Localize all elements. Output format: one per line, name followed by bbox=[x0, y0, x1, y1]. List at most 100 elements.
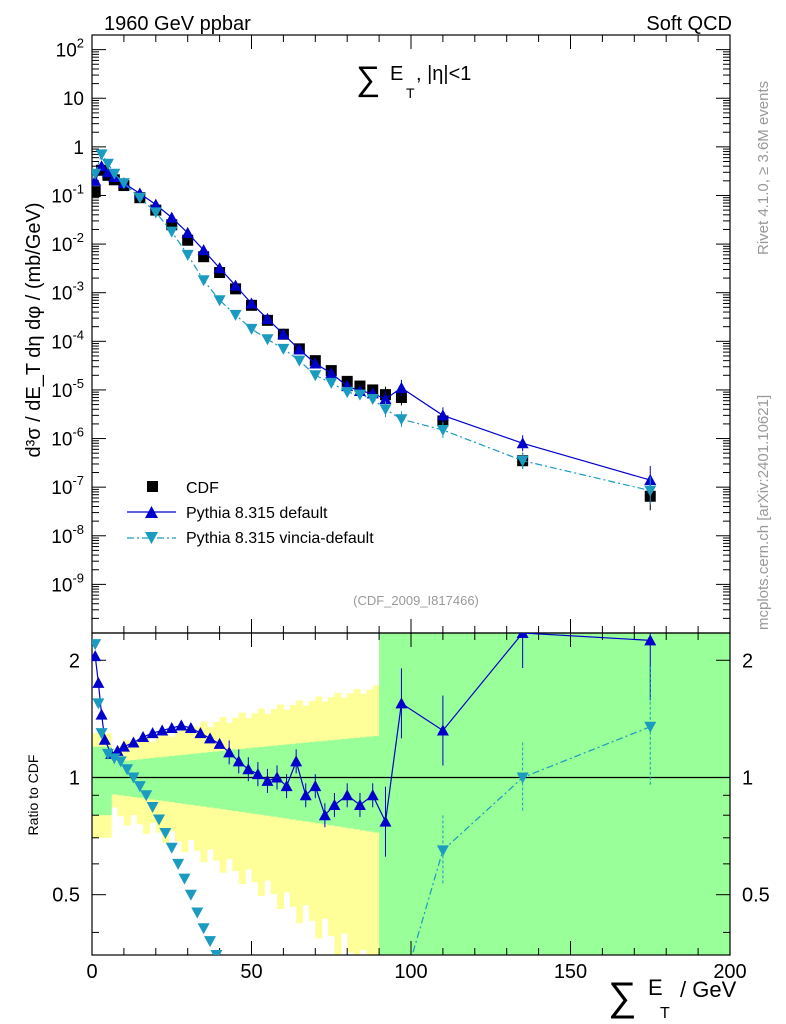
y-tick-label: 10-5 bbox=[51, 376, 84, 402]
green-band-bin bbox=[162, 756, 170, 802]
ratio-default-point bbox=[213, 737, 226, 749]
ratio-default-point bbox=[318, 809, 331, 821]
y-tick-label: 10-3 bbox=[51, 279, 84, 305]
ratio-default-point bbox=[251, 768, 264, 780]
default-point bbox=[293, 343, 306, 355]
green-band-bin bbox=[168, 755, 176, 803]
ratio-default-point bbox=[137, 731, 150, 743]
vincia-point bbox=[379, 404, 392, 416]
green-band-bin bbox=[194, 753, 202, 806]
ratio-vincia-point bbox=[127, 772, 140, 784]
title-eta-cut: , |η|<1 bbox=[416, 63, 471, 85]
ratio-vincia-point bbox=[140, 790, 153, 802]
ratio-default-point bbox=[117, 740, 130, 752]
green-band-bin bbox=[117, 761, 125, 796]
green-band-bin bbox=[123, 760, 131, 797]
vincia-point bbox=[117, 178, 130, 190]
series-line-1 bbox=[94, 165, 651, 481]
ratio-y-tick-label-right: 1 bbox=[742, 767, 753, 789]
x-tick-label: 100 bbox=[394, 961, 427, 983]
green-band-bin bbox=[200, 752, 208, 807]
yellow-band-bin bbox=[372, 685, 380, 955]
ratio-vincia-point bbox=[197, 923, 210, 935]
ratio-default-point bbox=[271, 771, 284, 783]
vincia-point bbox=[92, 168, 102, 180]
green-band-bin bbox=[206, 752, 214, 808]
green-band-bin bbox=[174, 755, 182, 803]
y-tick-label: 10-1 bbox=[51, 181, 84, 207]
ratio-y-tick-label-right: 2 bbox=[742, 650, 753, 672]
ratio-default-point bbox=[280, 780, 293, 792]
default-point bbox=[436, 409, 449, 421]
default-point bbox=[95, 160, 108, 172]
default-point bbox=[229, 279, 242, 291]
ratio-default-point bbox=[366, 789, 379, 801]
ratio-default-point bbox=[353, 798, 366, 810]
default-point bbox=[379, 393, 392, 405]
green-band-bin bbox=[359, 737, 367, 831]
ratio-default-point bbox=[309, 780, 322, 792]
yellow-band-bin bbox=[353, 689, 361, 955]
rivet-label: Rivet 4.1.0, ≥ 3.6M events bbox=[755, 81, 772, 255]
green-band-bin bbox=[155, 757, 163, 801]
cdf-point bbox=[395, 391, 407, 403]
green-band-bin bbox=[136, 759, 144, 798]
ratio-default-point bbox=[92, 650, 102, 662]
cdf-point bbox=[92, 186, 101, 198]
green-band-bin bbox=[187, 754, 195, 805]
series-line-2 bbox=[94, 153, 651, 492]
ratio-default-point bbox=[328, 798, 341, 810]
ratio-default-point bbox=[111, 744, 124, 756]
vincia-point bbox=[95, 149, 108, 161]
ratio-default-point bbox=[184, 721, 197, 733]
default-point bbox=[165, 211, 178, 223]
main-ylabel: d³σ / dE_T dη dφ / (mb/GeV) bbox=[23, 202, 45, 457]
ratio-ylabel: Ratio to CDF bbox=[25, 755, 41, 836]
ratio-vincia-point bbox=[92, 639, 102, 651]
y-tick-label: 1 bbox=[73, 138, 84, 159]
green-band-bin bbox=[411, 633, 476, 955]
default-point bbox=[197, 244, 210, 256]
ratio-vincia-point bbox=[108, 753, 121, 765]
green-band-bin bbox=[308, 742, 316, 823]
ratio-vincia-point bbox=[159, 828, 172, 840]
title-e: E bbox=[390, 63, 403, 85]
legend-default-marker bbox=[145, 506, 158, 518]
ratio-vincia-point bbox=[516, 772, 529, 784]
analysis-label: (CDF_2009_I817466) bbox=[353, 593, 479, 608]
vincia-point bbox=[165, 226, 178, 238]
green-band-bin bbox=[372, 736, 380, 833]
legend-vincia-marker bbox=[145, 532, 158, 544]
ratio-default-point bbox=[341, 789, 354, 801]
vincia-point bbox=[229, 309, 242, 321]
xlabel-e: E bbox=[648, 975, 663, 1000]
ratio-series-group bbox=[92, 633, 657, 955]
green-band-bin bbox=[379, 633, 412, 955]
vincia-point bbox=[277, 343, 290, 355]
vincia-point bbox=[516, 455, 529, 467]
cdf-point bbox=[166, 219, 178, 231]
ratio-default-point bbox=[92, 676, 105, 688]
x-tick-label: 150 bbox=[554, 961, 587, 983]
y-tick-label: 10-9 bbox=[51, 570, 84, 596]
mcplots-label: mcplots.cern.ch [arXiv:2401.10621] bbox=[755, 395, 772, 630]
green-band-bin bbox=[219, 750, 227, 810]
legend-cdf-marker bbox=[147, 481, 158, 492]
ratio-vincia-point bbox=[146, 801, 159, 813]
vincia-point bbox=[341, 387, 354, 399]
ratio-default-point bbox=[98, 733, 111, 745]
ratio-vincia-point bbox=[101, 748, 114, 760]
green-band-bin bbox=[92, 746, 99, 816]
header-right: Soft QCD bbox=[646, 13, 732, 35]
default-point bbox=[395, 381, 408, 393]
header-left: 1960 GeV ppbar bbox=[104, 13, 251, 35]
ratio-vincia-point bbox=[121, 764, 134, 776]
green-band-bin bbox=[289, 743, 297, 820]
vincia-point bbox=[133, 192, 146, 204]
green-band-bin bbox=[213, 751, 221, 809]
default-point bbox=[213, 262, 226, 274]
vincia-point bbox=[366, 394, 379, 406]
ratio-default-point bbox=[127, 736, 140, 748]
cdf-point bbox=[182, 234, 194, 246]
green-band-bin bbox=[328, 740, 336, 826]
